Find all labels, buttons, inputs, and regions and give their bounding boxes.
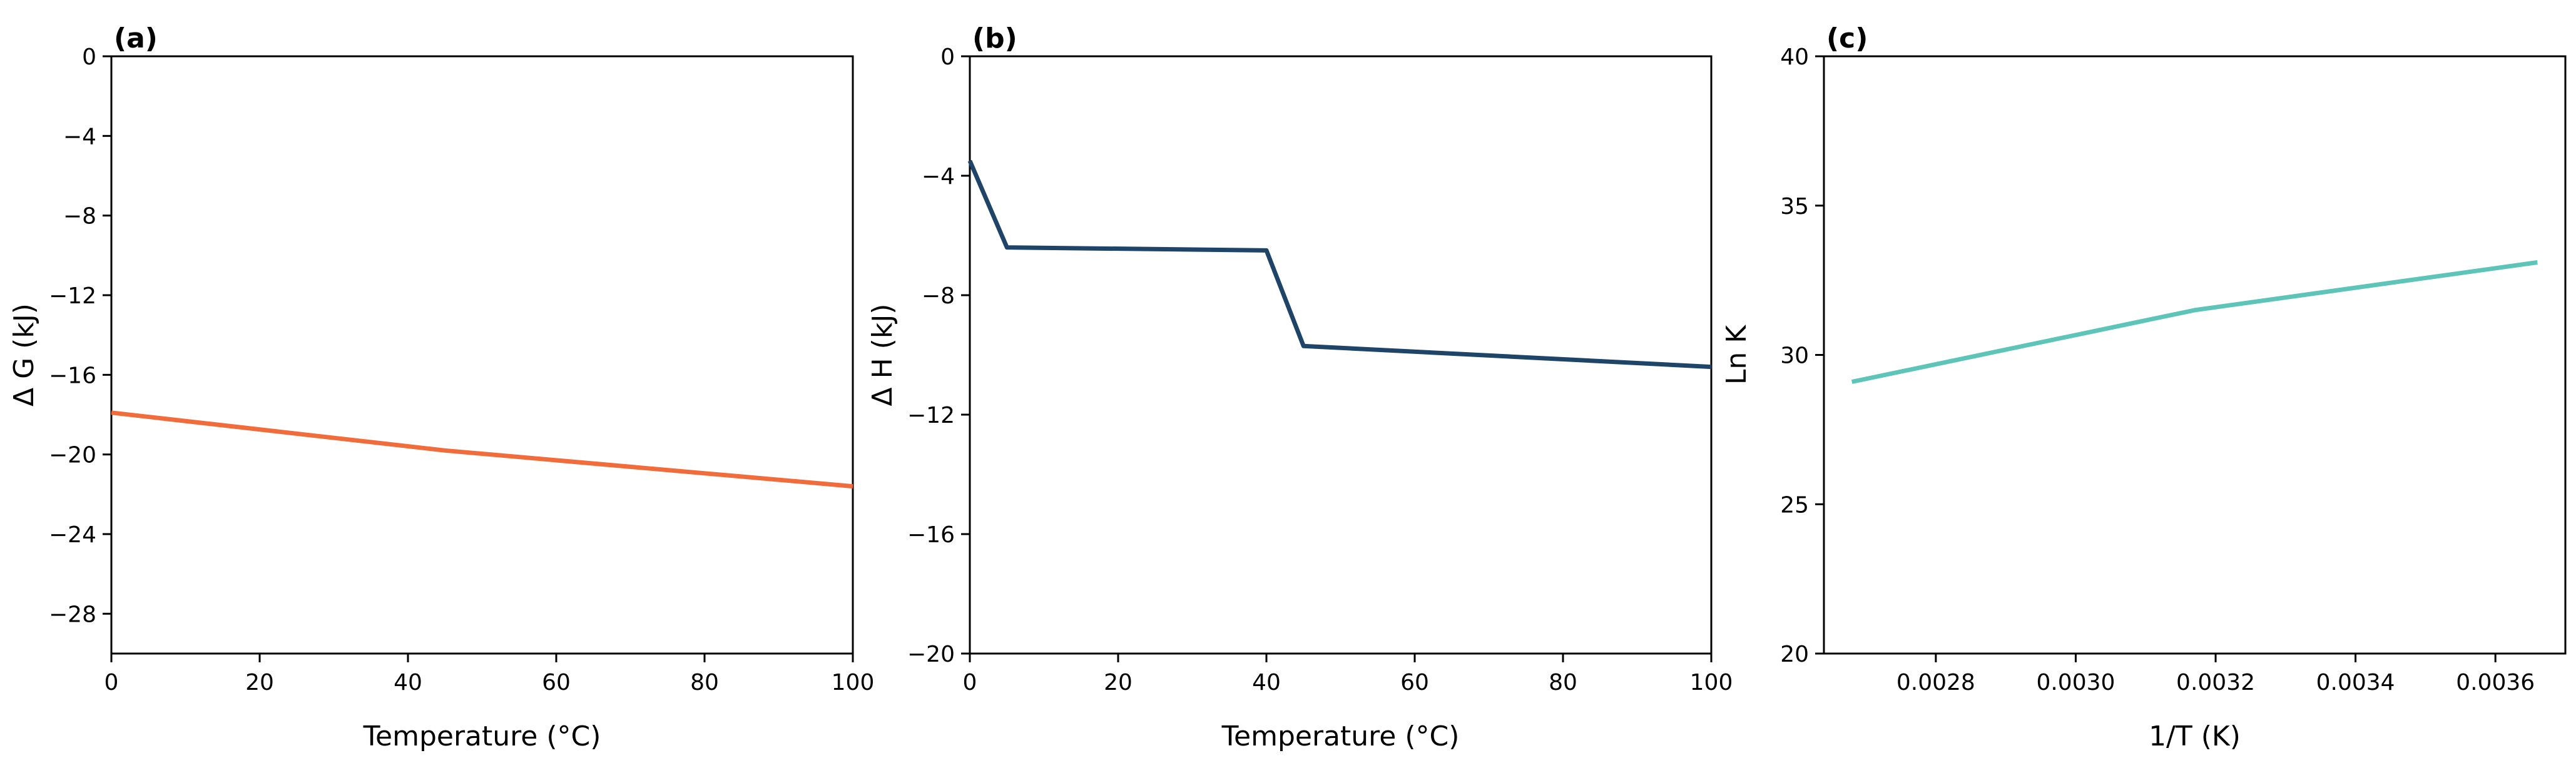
- x-tick-label: 60: [1400, 670, 1429, 695]
- x-tick-label: 80: [690, 670, 719, 695]
- y-tick-label: −4: [63, 124, 96, 149]
- y-axis-label: Δ G (kJ): [8, 303, 40, 407]
- y-tick-label: −28: [49, 602, 96, 627]
- x-tick-label: 0.0028: [1896, 670, 1975, 695]
- x-tick-label: 20: [1104, 670, 1133, 695]
- y-tick-label: −20: [49, 443, 96, 468]
- y-tick-label: 20: [1780, 642, 1809, 667]
- y-tick-label: 30: [1780, 343, 1809, 369]
- panel-label: (c): [1826, 23, 1868, 54]
- x-axis-label: Temperature (°C): [363, 720, 601, 752]
- y-tick-label: 40: [1780, 44, 1809, 70]
- x-tick-label: 60: [542, 670, 571, 695]
- y-tick-label: −8: [922, 283, 955, 309]
- y-tick-label: −16: [49, 363, 96, 388]
- y-axis-label: Ln K: [1721, 325, 1753, 385]
- x-tick-label: 0: [963, 670, 977, 695]
- x-axis-label: 1/T (K): [2149, 720, 2241, 752]
- axes-frame: [110, 55, 854, 655]
- y-tick-label: −20: [907, 642, 955, 667]
- x-axis-label: Temperature (°C): [1221, 720, 1460, 752]
- y-tick-label: 0: [82, 44, 96, 70]
- x-tick-label: 40: [1252, 670, 1281, 695]
- chart-panel-1: 0 20 40 60 80 100 0 −4 −8 −12 −16 −20 −24 −28 Temperat…: [8, 23, 874, 752]
- x-tick-label: 0: [104, 670, 119, 695]
- x-tick-label: 20: [245, 670, 274, 695]
- panel-label: (a): [114, 23, 158, 54]
- x-tick-label: 100: [832, 670, 875, 695]
- axes-frame: [969, 55, 1713, 655]
- series-line-1: [1851, 260, 2538, 384]
- x-tick-label: 0.0034: [2316, 670, 2395, 695]
- x-tick-label: 0.0030: [2036, 670, 2115, 695]
- panel-label: (b): [972, 23, 1017, 54]
- chart-panel-2: 0 20 40 60 80 100 0 −4 −8 −12 −16 −20 Temperature (°…: [867, 23, 1733, 752]
- x-tick-label: 0.0032: [2176, 670, 2255, 695]
- y-tick-label: −16: [907, 522, 955, 548]
- y-tick-label: 25: [1780, 492, 1809, 518]
- series-line-1: [967, 159, 1712, 370]
- chart-panel-3: 0.0028 0.0030 0.0032 0.0034 0.0036 20 25 30 35 40…: [1721, 23, 2567, 752]
- x-tick-label: 80: [1549, 670, 1577, 695]
- series-line-1: [111, 410, 853, 489]
- x-tick-label: 40: [394, 670, 422, 695]
- y-tick-label: −4: [922, 164, 955, 189]
- y-tick-label: 0: [940, 44, 955, 70]
- axes-frame: [1823, 55, 2567, 655]
- y-tick-label: 35: [1780, 194, 1809, 220]
- y-tick-label: −12: [907, 403, 955, 428]
- y-tick-label: −24: [49, 522, 96, 548]
- y-axis-label: Δ H (kJ): [867, 304, 899, 407]
- x-tick-label: 0.0036: [2456, 670, 2535, 695]
- y-tick-label: −12: [49, 283, 96, 309]
- y-tick-label: −8: [63, 204, 96, 230]
- x-tick-label: 100: [1690, 670, 1733, 695]
